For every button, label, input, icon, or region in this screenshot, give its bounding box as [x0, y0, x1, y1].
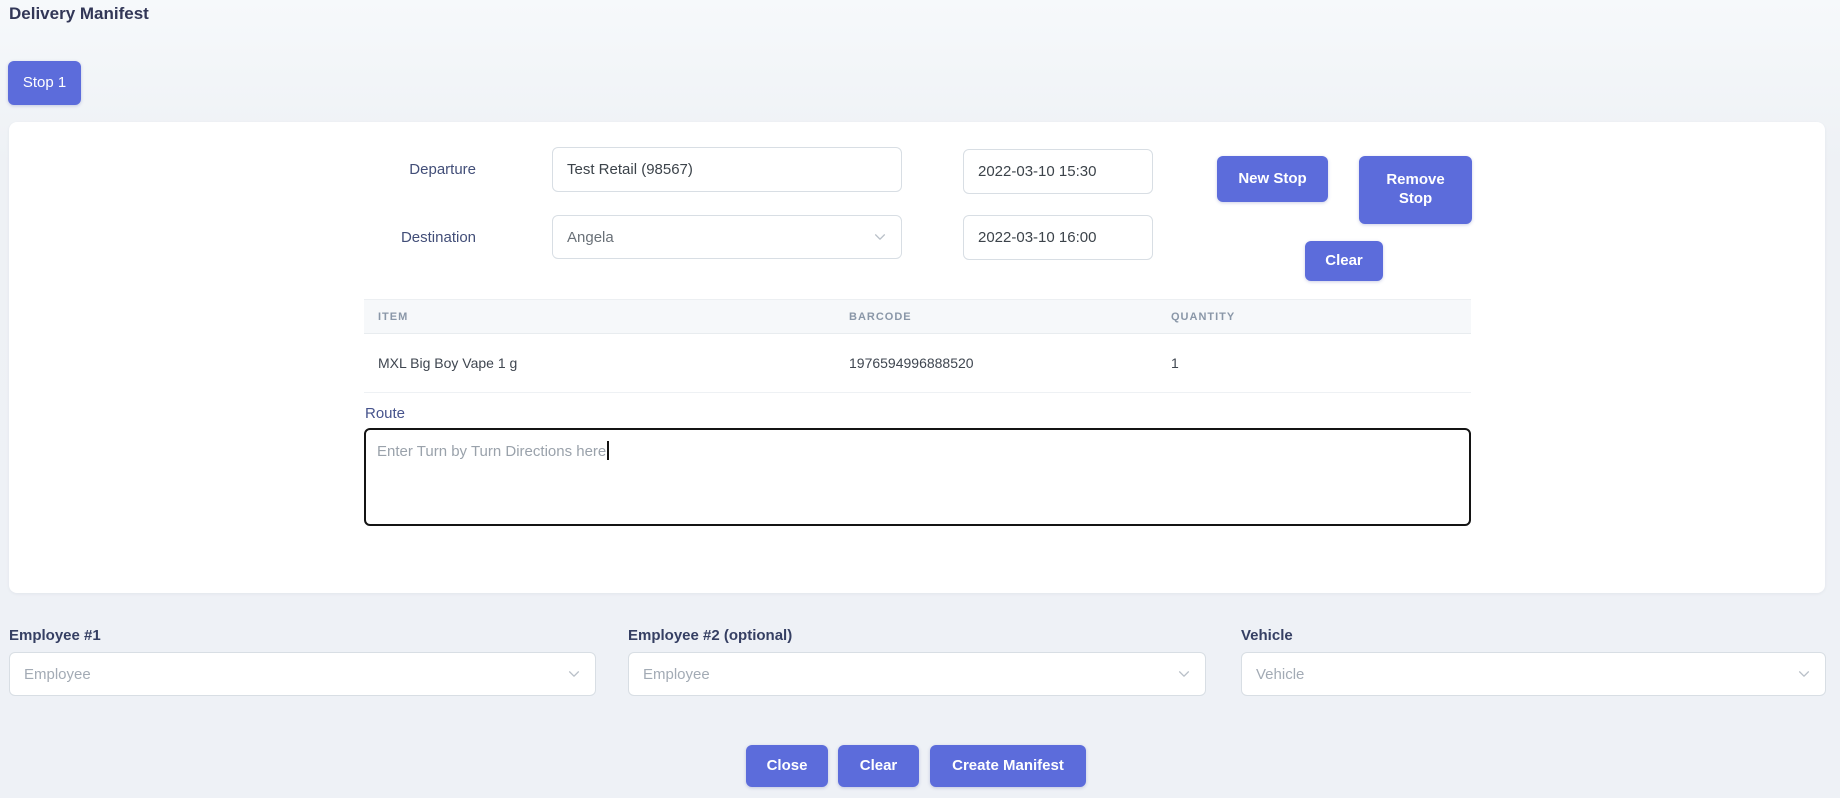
destination-select[interactable]: Angela: [552, 215, 902, 259]
departure-datetime-input[interactable]: [963, 149, 1153, 194]
items-table-header: ITEM BARCODE QUANTITY: [364, 299, 1471, 334]
page-title: Delivery Manifest: [9, 4, 149, 23]
clear-button[interactable]: Clear: [838, 745, 919, 787]
stop-tab-1[interactable]: Stop 1: [8, 61, 81, 105]
barcode-cell: 1976594996888520: [849, 355, 974, 371]
route-placeholder-text: Enter Turn by Turn Directions here: [377, 443, 607, 460]
route-label: Route: [365, 405, 406, 422]
column-header-item: ITEM: [378, 310, 409, 323]
destination-datetime-input[interactable]: [963, 215, 1153, 260]
column-header-quantity: QUANTITY: [1171, 310, 1236, 323]
new-stop-button[interactable]: New Stop: [1217, 156, 1328, 202]
employee2-select[interactable]: Employee: [628, 652, 1206, 696]
chevron-down-icon: [567, 667, 581, 681]
departure-label: Departure: [409, 161, 476, 178]
create-manifest-button[interactable]: Create Manifest: [930, 745, 1086, 787]
destination-label: Destination: [400, 229, 476, 246]
employee1-select[interactable]: Employee: [9, 652, 596, 696]
vehicle-select[interactable]: Vehicle: [1241, 652, 1826, 696]
vehicle-select-placeholder: Vehicle: [1256, 665, 1305, 683]
clear-stop-button[interactable]: Clear: [1305, 241, 1383, 281]
route-textarea[interactable]: Enter Turn by Turn Directions here: [364, 428, 1471, 526]
employee2-label: Employee #2 (optional): [628, 627, 793, 644]
employee1-label: Employee #1: [9, 627, 101, 644]
chevron-down-icon: [1177, 667, 1191, 681]
column-header-barcode: BARCODE: [849, 310, 912, 323]
item-cell: MXL Big Boy Vape 1 g: [378, 355, 518, 371]
employee1-select-placeholder: Employee: [24, 665, 91, 683]
vehicle-label: Vehicle: [1241, 627, 1293, 644]
chevron-down-icon: [873, 230, 887, 244]
table-row: MXL Big Boy Vape 1 g 1976594996888520 1: [364, 334, 1471, 393]
text-caret: [607, 441, 609, 460]
quantity-cell: 1: [1171, 355, 1179, 371]
departure-input[interactable]: [552, 147, 902, 192]
stop-card: Departure New Stop Remove Stop Destinati…: [9, 122, 1825, 593]
items-table: ITEM BARCODE QUANTITY MXL Big Boy Vape 1…: [364, 299, 1471, 393]
destination-select-value: Angela: [567, 228, 614, 246]
chevron-down-icon: [1797, 667, 1811, 681]
remove-stop-button[interactable]: Remove Stop: [1359, 156, 1472, 224]
close-button[interactable]: Close: [746, 745, 828, 787]
employee2-select-placeholder: Employee: [643, 665, 710, 683]
